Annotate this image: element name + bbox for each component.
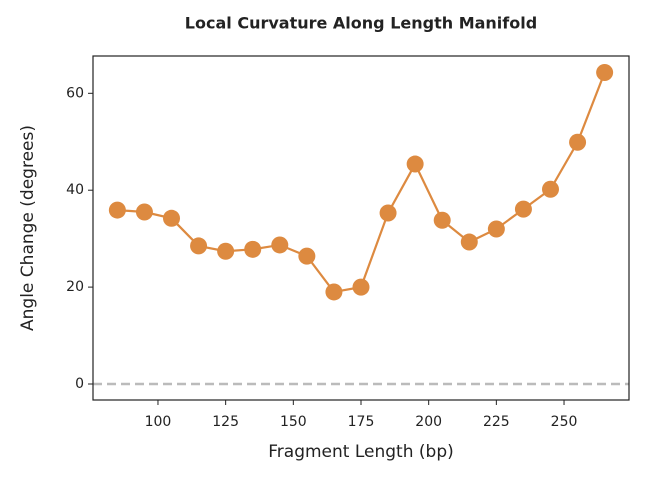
data-point [569,133,587,151]
data-point [190,237,208,255]
y-tick-label: 20 [66,279,84,295]
data-point [135,203,153,221]
data-line [117,72,606,294]
data-point [433,211,451,229]
data-point [541,180,559,198]
y-tick-label: 0 [75,376,84,392]
x-tick-label: 100 [145,414,172,430]
data-point [379,204,397,222]
plot-frame [92,55,630,401]
y-tick-label: 60 [66,85,84,101]
data-point [325,283,343,301]
data-point [298,247,316,265]
x-tick-label: 175 [348,414,375,430]
chart-title: Local Curvature Along Length Manifold [185,14,537,33]
data-point [406,155,424,173]
data-point [271,236,289,254]
data-point [108,201,126,219]
data-point [163,209,181,227]
y-axis-label: Angle Change (degrees) [18,125,38,331]
data-point [596,63,614,81]
x-tick-label: 200 [415,414,442,430]
y-tick-label: 40 [66,182,84,198]
x-tick-label: 150 [280,414,307,430]
data-point [244,240,262,258]
data-point [352,278,370,296]
data-point [217,242,235,260]
data-point [514,200,532,218]
x-tick-label: 225 [483,414,510,430]
x-axis-label: Fragment Length (bp) [268,442,454,462]
x-tick-label: 125 [212,414,239,430]
data-point [487,220,505,238]
data-point [460,233,478,251]
x-tick-label: 250 [551,414,578,430]
